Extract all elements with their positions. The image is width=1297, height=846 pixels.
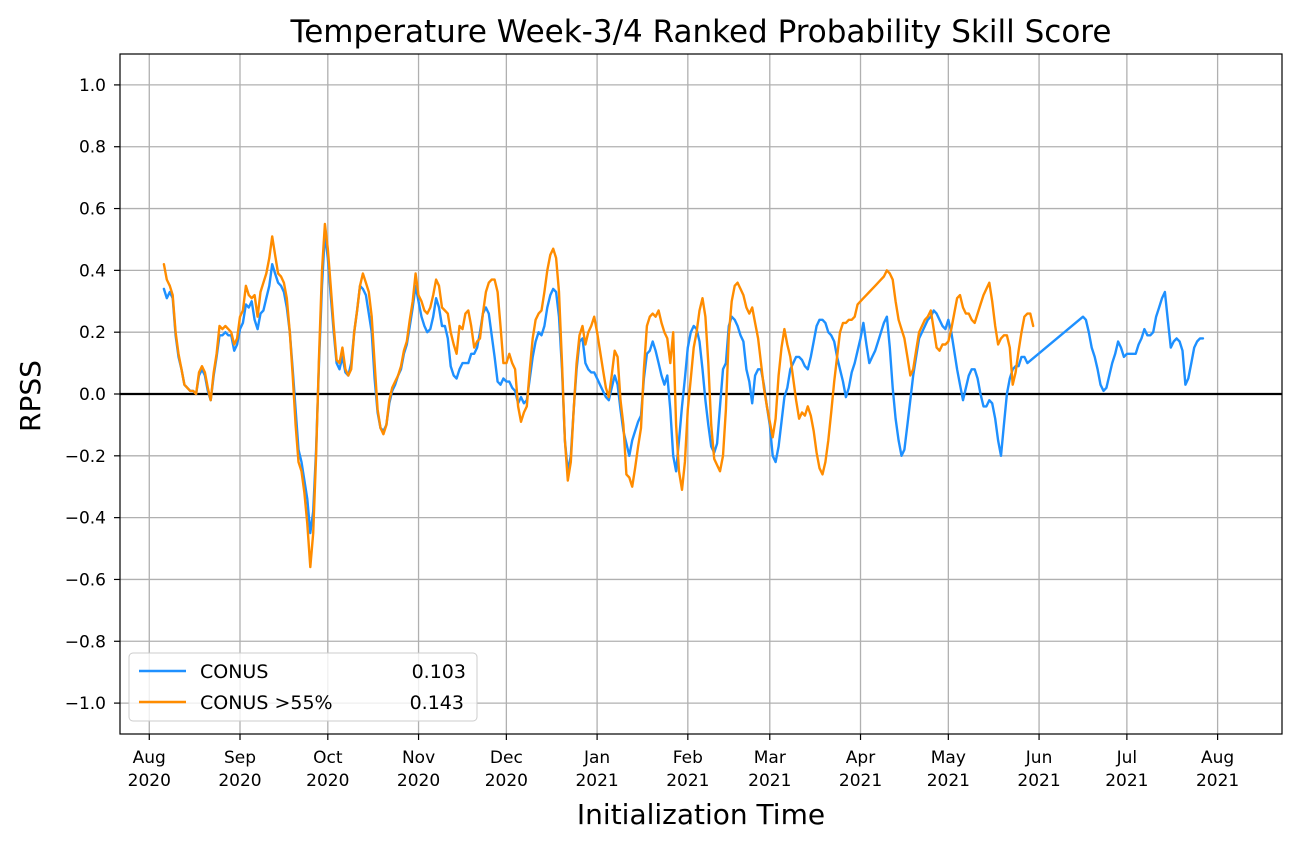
x-tick-year: 2020 (218, 771, 261, 791)
x-tick-year: 2021 (575, 771, 618, 791)
y-tick-label: 0.4 (79, 261, 106, 281)
x-tick-month: Nov (402, 748, 435, 768)
x-tick-month: Mar (754, 748, 786, 768)
x-tick-month: Dec (490, 748, 523, 768)
x-tick-month: Apr (846, 748, 875, 768)
x-tick-month: Aug (133, 748, 166, 768)
x-tick-year: 2020 (485, 771, 528, 791)
x-tick-year: 2021 (1105, 771, 1148, 791)
y-tick-label: −1.0 (65, 694, 106, 714)
y-axis-label: RPSS (14, 360, 47, 432)
legend-label-conus-55: CONUS >55% (200, 692, 333, 714)
legend-value-conus-55: 0.143 (410, 692, 464, 714)
x-tick-month: Feb (673, 748, 703, 768)
x-tick-year: 2020 (397, 771, 440, 791)
x-tick-year: 2021 (748, 771, 791, 791)
x-axis-label: Initialization Time (577, 798, 825, 831)
x-tick-year: 2021 (927, 771, 970, 791)
chart-title: Temperature Week-3/4 Ranked Probability … (290, 14, 1112, 50)
y-tick-label: 1.0 (79, 76, 106, 96)
x-ticks: Aug 2020 Sep 2020 Oct 2020 Nov 2020 Dec 2020 Jan 20… (128, 734, 1239, 791)
x-tick-month: Jan (583, 748, 610, 768)
series-lines (162, 222, 1205, 569)
y-tick-label: −0.4 (65, 509, 106, 529)
series-line-conus-55 (162, 222, 1035, 569)
x-tick-month: May (931, 748, 966, 768)
x-tick-month: Sep (224, 748, 256, 768)
legend-label-conus: CONUS (200, 661, 268, 683)
y-tick-label: 0.8 (79, 138, 106, 158)
x-tick-year: 2021 (839, 771, 882, 791)
x-tick-month: Jun (1025, 748, 1053, 768)
x-tick-month: Jul (1116, 748, 1138, 768)
x-tick-year: 2021 (1017, 771, 1060, 791)
x-tick-month: Oct (313, 748, 343, 768)
y-tick-label: 0.0 (79, 385, 106, 405)
y-tick-label: 0.6 (79, 200, 106, 220)
y-tick-label: −0.6 (65, 570, 106, 590)
y-tick-label: 0.2 (79, 323, 106, 343)
x-tick-year: 2021 (1196, 771, 1239, 791)
legend-box (128, 652, 478, 722)
y-tick-label: −0.2 (65, 447, 106, 467)
x-tick-month: Aug (1201, 748, 1234, 768)
legend-value-conus: 0.103 (412, 661, 466, 683)
x-tick-year: 2020 (306, 771, 349, 791)
y-tick-label: −0.8 (65, 632, 106, 652)
x-tick-year: 2021 (666, 771, 709, 791)
y-ticks: 1.0 0.8 0.6 0.4 0.2 0.0 −0.2 −0.4 −0.6 −0.8 −1.0 (65, 76, 120, 714)
x-tick-year: 2020 (128, 771, 171, 791)
legend: CONUS 0.103 CONUS >55% 0.143 (128, 652, 478, 722)
